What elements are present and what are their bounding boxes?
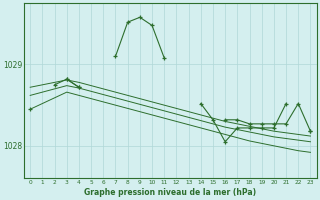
X-axis label: Graphe pression niveau de la mer (hPa): Graphe pression niveau de la mer (hPa) bbox=[84, 188, 256, 197]
